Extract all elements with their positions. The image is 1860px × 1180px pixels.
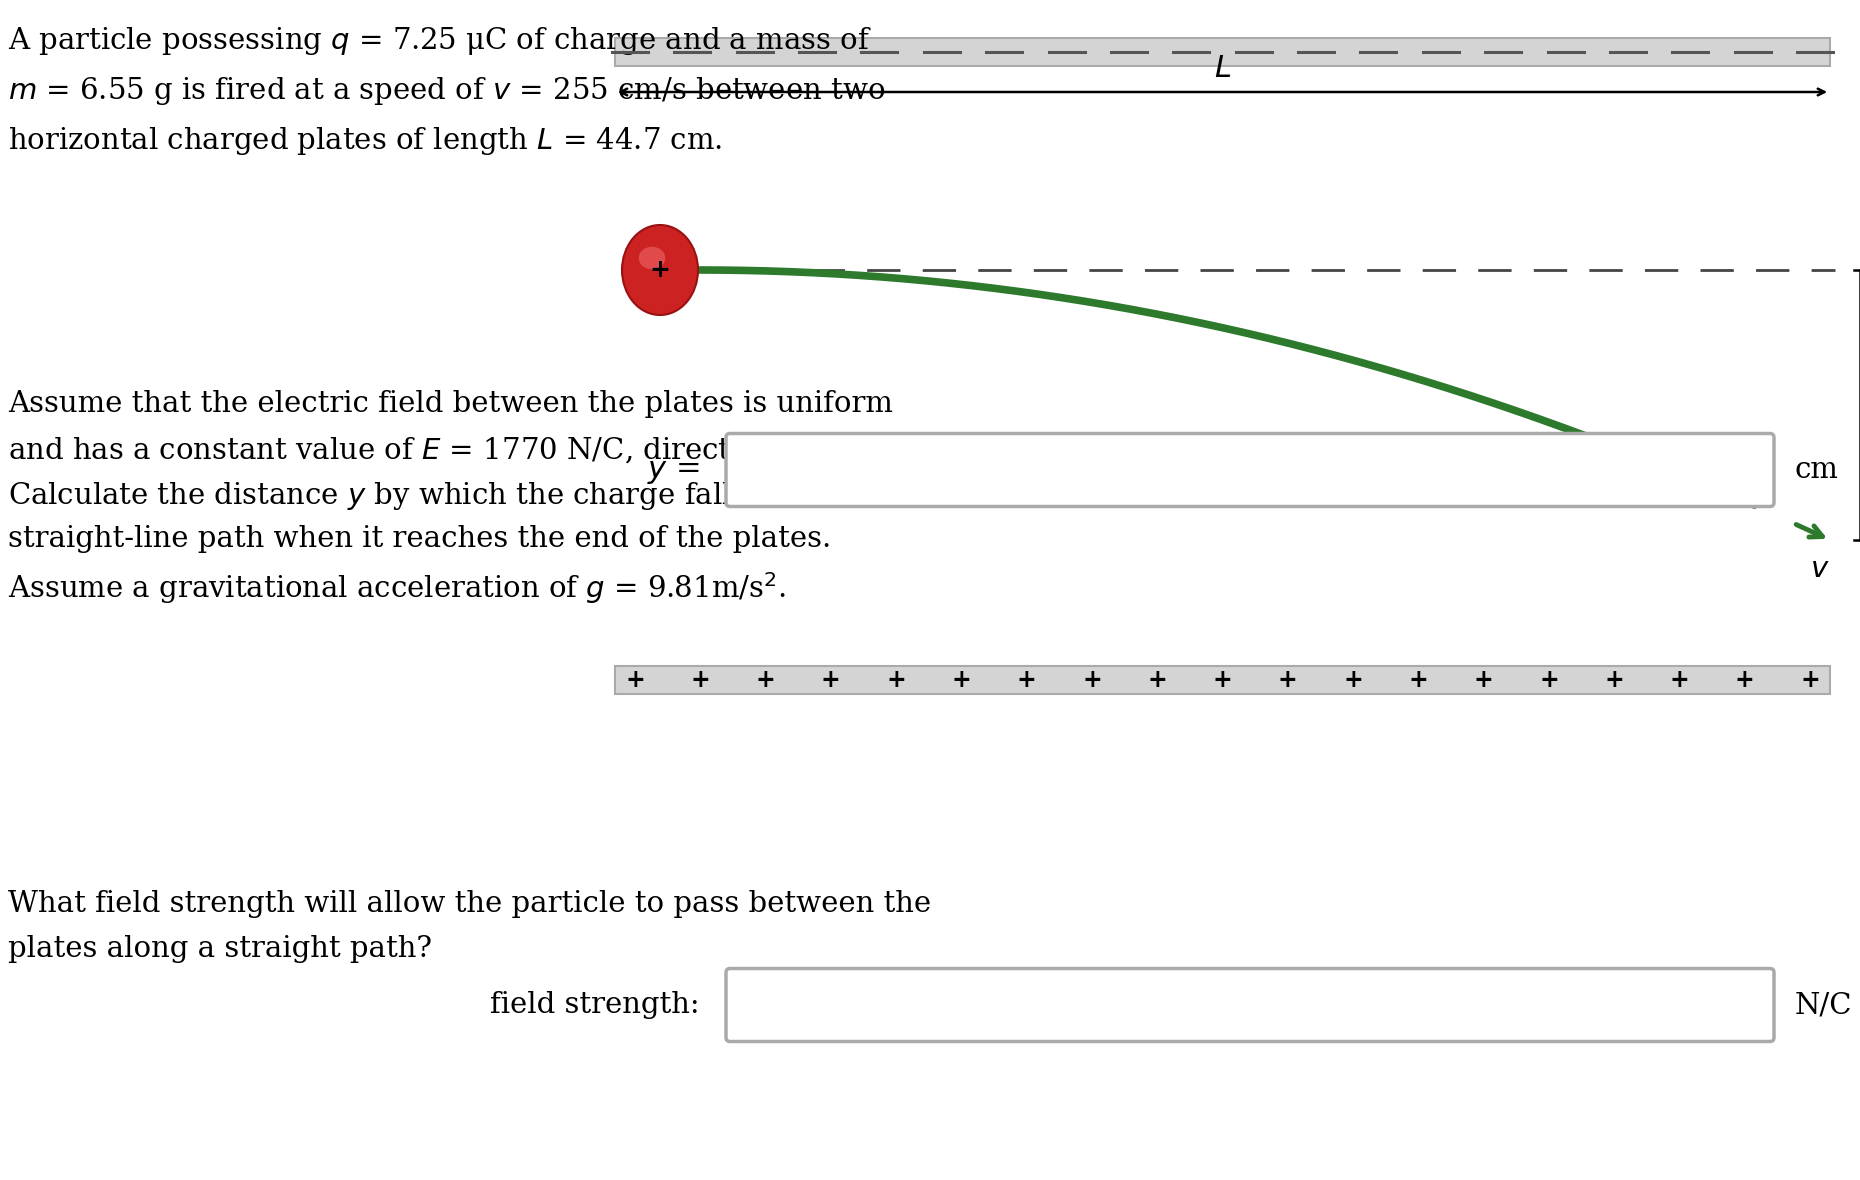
- FancyBboxPatch shape: [725, 969, 1774, 1042]
- Text: Assume that the electric field between the plates is uniform: Assume that the electric field between t…: [7, 391, 893, 418]
- Text: cm: cm: [1795, 455, 1840, 484]
- Text: +: +: [1605, 668, 1624, 691]
- Text: field strength:: field strength:: [491, 991, 699, 1020]
- FancyBboxPatch shape: [725, 433, 1774, 506]
- Text: N/C: N/C: [1795, 991, 1853, 1020]
- Text: and has a constant value of $E$ = 1770 N/C, directed upwards.: and has a constant value of $E$ = 1770 N…: [7, 435, 911, 467]
- Text: +: +: [1148, 668, 1166, 691]
- Text: +: +: [1213, 668, 1233, 691]
- Text: +: +: [1538, 668, 1559, 691]
- Text: +: +: [952, 668, 971, 691]
- Text: +: +: [1017, 668, 1036, 691]
- Text: +: +: [625, 668, 645, 691]
- Text: +: +: [885, 668, 906, 691]
- Text: +: +: [1735, 668, 1754, 691]
- Text: +: +: [1083, 668, 1101, 691]
- Text: +: +: [1278, 668, 1298, 691]
- Text: Calculate the distance $y$ by which the charge falls below a: Calculate the distance $y$ by which the …: [7, 480, 870, 512]
- Text: +: +: [820, 668, 841, 691]
- Ellipse shape: [638, 247, 666, 269]
- Text: Assume a gravitational acceleration of $g$ = 9.81m/s$^2$.: Assume a gravitational acceleration of $…: [7, 570, 787, 605]
- Text: $y$ =: $y$ =: [647, 454, 699, 485]
- Text: $v$: $v$: [1810, 555, 1830, 583]
- Bar: [616, 38, 1830, 66]
- Text: +: +: [1670, 668, 1689, 691]
- Text: A particle possessing $q$ = 7.25 μC of charge and a mass of: A particle possessing $q$ = 7.25 μC of c…: [7, 25, 872, 57]
- Text: +: +: [1800, 668, 1819, 691]
- Text: +: +: [1408, 668, 1428, 691]
- Text: $m$ = 6.55 g is fired at a speed of $v$ = 255 cm/s between two: $m$ = 6.55 g is fired at a speed of $v$ …: [7, 76, 885, 107]
- Text: What field strength will allow the particle to pass between the: What field strength will allow the parti…: [7, 890, 932, 918]
- Text: plates along a straight path?: plates along a straight path?: [7, 935, 432, 963]
- Text: +: +: [755, 668, 776, 691]
- Text: +: +: [649, 258, 670, 282]
- Text: +: +: [1473, 668, 1494, 691]
- Ellipse shape: [621, 225, 698, 315]
- Text: +: +: [690, 668, 711, 691]
- Text: $L$: $L$: [1215, 53, 1231, 84]
- Text: +: +: [1343, 668, 1363, 691]
- Text: straight-line path when it reaches the end of the plates.: straight-line path when it reaches the e…: [7, 525, 831, 553]
- Bar: [616, 666, 1830, 694]
- Text: horizontal charged plates of length $L$ = 44.7 cm.: horizontal charged plates of length $L$ …: [7, 125, 722, 157]
